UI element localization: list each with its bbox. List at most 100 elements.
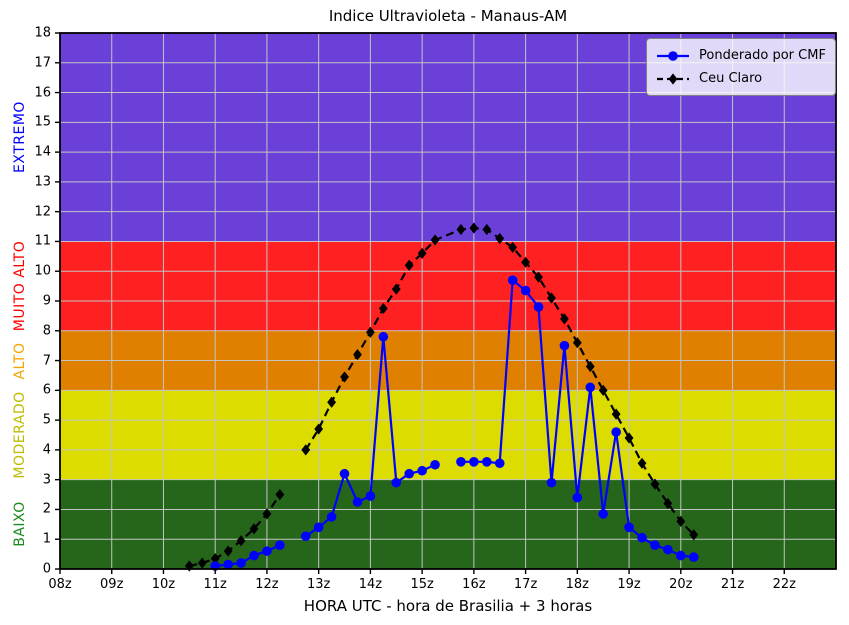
data-point (598, 384, 608, 396)
data-point (663, 544, 673, 555)
dashed-line-diamond-marker-icon (657, 72, 689, 85)
data-point (560, 313, 569, 325)
data-point (378, 331, 389, 342)
x-tick-label: 12z (255, 577, 279, 592)
band-MODERADO (60, 390, 836, 480)
y-tick-label: 8 (42, 323, 51, 339)
data-point (456, 223, 466, 236)
data-point (637, 457, 647, 469)
data-point (314, 423, 324, 435)
band-label-alto: ALTO (12, 342, 28, 380)
x-tick-label: 17z (513, 577, 538, 592)
data-point (585, 382, 596, 393)
x-tick-label: 08z (48, 577, 72, 592)
data-point (547, 292, 556, 304)
data-point (404, 259, 414, 271)
data-point (223, 559, 233, 570)
data-point (275, 488, 285, 501)
y-tick-label: 2 (42, 501, 51, 517)
series-line-Ceu Claro (304, 226, 695, 536)
data-point (352, 497, 363, 507)
data-point (366, 326, 375, 338)
data-point (611, 427, 621, 437)
data-point (340, 371, 349, 383)
x-tick-label: 16z (462, 577, 486, 592)
y-tick-label: 13 (34, 174, 51, 190)
data-point (663, 497, 673, 510)
data-point (598, 509, 608, 519)
y-tick-label: 7 (42, 353, 51, 369)
data-point (689, 529, 699, 541)
band-label-baixo: BAIXO (12, 501, 28, 548)
y-tick-label: 3 (42, 472, 51, 488)
data-point (262, 508, 272, 520)
x-tick-label: 11z (203, 577, 227, 592)
data-point (559, 340, 570, 351)
y-tick-label: 5 (42, 412, 51, 428)
legend-item-ceu-claro: Ceu Claro (655, 67, 827, 90)
data-point (210, 552, 220, 565)
data-point (572, 492, 583, 503)
y-tick-label: 0 (42, 561, 51, 577)
data-point (430, 234, 440, 246)
chart-title: Indice Ultravioleta - Manaus-AM (328, 7, 568, 25)
data-point (676, 515, 686, 527)
y-tick-label: 1 (42, 531, 51, 547)
y-tick-label: 10 (34, 263, 51, 279)
data-point (404, 468, 415, 479)
y-tick-label: 14 (34, 144, 51, 160)
x-tick-label: 22z (772, 577, 796, 592)
data-point (650, 478, 660, 490)
band-label-extremo: EXTREMO (12, 101, 28, 174)
data-point (391, 283, 401, 295)
data-point (378, 302, 388, 315)
data-point (650, 540, 660, 550)
data-point (611, 408, 621, 420)
legend-label: Ponderado por CMF (699, 48, 826, 63)
data-point (353, 349, 362, 361)
data-point (585, 360, 595, 373)
legend-item-ponderado: Ponderado por CMF (655, 44, 827, 67)
data-point (534, 271, 543, 283)
data-point (262, 546, 272, 556)
data-point (300, 531, 311, 542)
data-point (469, 222, 479, 234)
x-tick-label: 09z (100, 577, 124, 592)
y-tick-label: 12 (34, 204, 51, 220)
line-circle-marker-icon (657, 50, 689, 61)
data-point (236, 535, 246, 547)
x-tick-label: 18z (565, 577, 590, 592)
y-tick-label: 6 (42, 382, 51, 398)
data-point (326, 512, 337, 522)
data-point (521, 256, 530, 268)
x-axis-label: HORA UTC - hora de Brasilia + 3 horas (303, 597, 593, 615)
y-tick-label: 17 (34, 55, 51, 71)
data-point (391, 477, 402, 488)
band-MUITO ALTO (60, 241, 836, 331)
band-BAIXO (60, 479, 836, 569)
x-tick-label: 13z (306, 577, 331, 592)
band-label-moderado: MODERADO (12, 391, 28, 479)
band-label-muito-alto: MUITO ALTO (12, 240, 28, 332)
legend-label: Ceu Claro (699, 71, 763, 86)
data-point (236, 558, 246, 568)
data-point (572, 337, 582, 349)
data-point (327, 396, 336, 408)
data-point (313, 522, 324, 533)
y-tick-label: 9 (42, 293, 51, 309)
data-point (533, 302, 544, 312)
data-point (495, 232, 505, 245)
x-tick-label: 14z (358, 577, 383, 592)
x-tick-label: 20z (669, 577, 693, 592)
data-point (546, 477, 557, 488)
y-tick-label: 16 (34, 85, 51, 101)
data-point (301, 444, 311, 456)
data-point (197, 557, 207, 569)
legend-box: Ponderado por CMF Ceu Claro (646, 38, 836, 96)
data-point (624, 522, 634, 533)
data-point (508, 241, 518, 253)
data-point (456, 457, 466, 467)
y-tick-label: 15 (34, 114, 51, 130)
